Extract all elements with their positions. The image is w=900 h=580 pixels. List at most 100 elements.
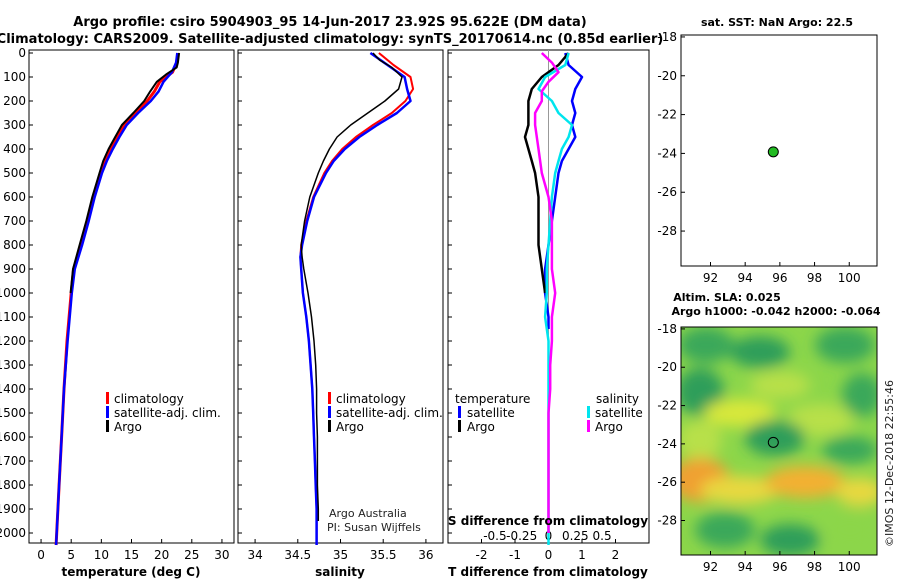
depth-tick-label: 300	[3, 118, 26, 132]
temperature-legend: climatology satellite-adj. clim. Argo	[106, 392, 221, 434]
depth-tick-label: 1100	[0, 310, 26, 324]
sla-heatmap	[681, 327, 877, 555]
temperature-x-ticks: 0 5 10 15 20 25 30	[37, 539, 230, 562]
argo-location-marker-sla	[767, 436, 779, 448]
difference-legend-salinity: salinity satellite Argo	[587, 392, 643, 434]
x-tick-label: 1	[578, 548, 586, 562]
salinity-series	[299, 51, 415, 545]
map-y-tick-label: -24	[657, 146, 677, 160]
legend-satellite: satellite-adj. clim.	[114, 406, 221, 420]
map-x-tick-label: 96	[772, 560, 787, 574]
depth-tick-label: 600	[3, 190, 26, 204]
sst-map-title: sat. SST: NaN Argo: 22.5	[701, 16, 853, 29]
depth-tick-label: 900	[3, 262, 26, 276]
legend-t-title: temperature	[455, 392, 530, 406]
x-tick-label: 35	[333, 548, 348, 562]
legend-argo: Argo	[114, 420, 142, 434]
depth-tick-label: 1500	[0, 406, 26, 420]
depth-tick-label: 800	[3, 238, 26, 252]
difference-legend-temperature: temperature satellite Argo	[455, 392, 530, 434]
legend-swatch-t-satellite	[458, 406, 461, 418]
x-tick-label: 35.5	[370, 548, 397, 562]
sla-map-title: Altim. SLA: 0.025	[673, 291, 780, 304]
legend-argo: Argo	[336, 420, 364, 434]
depth-tick-label: 400	[3, 142, 26, 156]
map-y-tick-label: -20	[657, 360, 677, 374]
difference-top-axis-label: S difference from climatology	[448, 514, 648, 528]
map-y-tick-label: -26	[657, 185, 677, 199]
salinity-axis-label: salinity	[315, 565, 365, 579]
depth-axis: 0 100 200 300 400 500 600 700 800 900 1000 1100 1200…	[0, 46, 452, 540]
map-y-tick-label: -18	[657, 30, 677, 44]
depth-tick-label: 500	[3, 166, 26, 180]
x-tick-label: 25	[184, 548, 199, 562]
x-tick-label: 34.5	[284, 548, 311, 562]
difference-series	[523, 52, 584, 545]
series-line-argo	[69, 52, 181, 294]
x-tick-label: 0	[545, 548, 553, 562]
argo-location-marker	[767, 146, 779, 158]
sst-map-frame	[680, 34, 878, 267]
credit-line2: PI: Susan Wijffels	[327, 521, 421, 534]
x-tick-label: 10	[94, 548, 109, 562]
salinity-legend: climatology satellite-adj. clim. Argo	[328, 392, 443, 434]
map-x-tick-label: 94	[738, 271, 753, 285]
side-credit: ©IMOS 12-Dec-2018 22:55:46	[883, 380, 896, 547]
legend-s-satellite: satellite	[595, 406, 643, 420]
legend-climatology: climatology	[114, 392, 184, 406]
x-tick-label: 30	[214, 548, 229, 562]
depth-tick-label: 1700	[0, 454, 26, 468]
map-x-tick-label: 94	[738, 560, 753, 574]
x-top-tick-label: 0.5	[593, 529, 612, 543]
depth-tick-label: 1600	[0, 430, 26, 444]
legend-swatch-s-argo	[587, 420, 590, 432]
depth-tick-label: 1900	[0, 502, 26, 516]
depth-tick-label: 1400	[0, 382, 26, 396]
map-x-tick-label: 100	[838, 560, 861, 574]
sla-map-subtitle: Argo h1000: -0.042 h2000: -0.064	[671, 305, 880, 318]
depth-tick-label: 1200	[0, 334, 26, 348]
depth-tick-label: 2000	[0, 526, 26, 540]
legend-swatch-argo	[106, 420, 109, 432]
map-y-tick-label: -28	[657, 224, 677, 238]
figure-title-line2: Climatology: CARS2009. Satellite-adjuste…	[0, 32, 663, 47]
salinity-panel-frame	[237, 49, 444, 544]
legend-swatch-satellite	[106, 406, 109, 418]
depth-tick-label: 1300	[0, 358, 26, 372]
depth-tick-label: 200	[3, 94, 26, 108]
depth-tick-label: 0	[18, 46, 26, 60]
series-line-climatology	[54, 52, 180, 546]
temperature-axis-label: temperature (deg C)	[62, 565, 201, 579]
legend-s-argo: Argo	[595, 420, 623, 434]
sst-map-ticks: 92 94 96 98 100 -18 -20 -22 -24 -26 -28	[657, 30, 860, 285]
x-tick-label: 20	[154, 548, 169, 562]
sla-map-frame	[680, 326, 878, 556]
map-x-tick-label: 96	[772, 271, 787, 285]
series-line-satellite-adj-clim-	[54, 52, 179, 546]
depth-tick-label: 1000	[0, 286, 26, 300]
series-line-argo	[300, 52, 403, 521]
legend-swatch-s-satellite	[587, 406, 590, 418]
depth-tick-label: 700	[3, 214, 26, 228]
x-top-tick-label: -0.25	[506, 529, 537, 543]
difference-axis-label: T difference from climatology	[448, 565, 648, 579]
credit-line1: Argo Australia	[329, 507, 407, 520]
map-y-tick-label: -22	[657, 108, 677, 122]
map-y-tick-label: -18	[657, 322, 677, 336]
sla-map-ticks: 92 94 96 98 100 -18 -20 -22 -24 -26 -28	[657, 322, 860, 574]
series-line-argo	[533, 52, 560, 533]
x-tick-label: 5	[67, 548, 75, 562]
legend-swatch-t-argo	[458, 420, 461, 432]
legend-s-title: salinity	[596, 392, 639, 406]
legend-climatology: climatology	[336, 392, 406, 406]
legend-satellite: satellite-adj. clim.	[336, 406, 443, 420]
map-y-tick-label: -20	[657, 69, 677, 83]
depth-tick-label: 1800	[0, 478, 26, 492]
map-x-tick-label: 98	[807, 560, 822, 574]
map-y-tick-label: -26	[657, 475, 677, 489]
temperature-series	[54, 52, 181, 546]
x-top-tick-label: -0.5	[483, 529, 506, 543]
legend-t-satellite: satellite	[467, 406, 515, 420]
x-tick-label: 2	[612, 548, 620, 562]
